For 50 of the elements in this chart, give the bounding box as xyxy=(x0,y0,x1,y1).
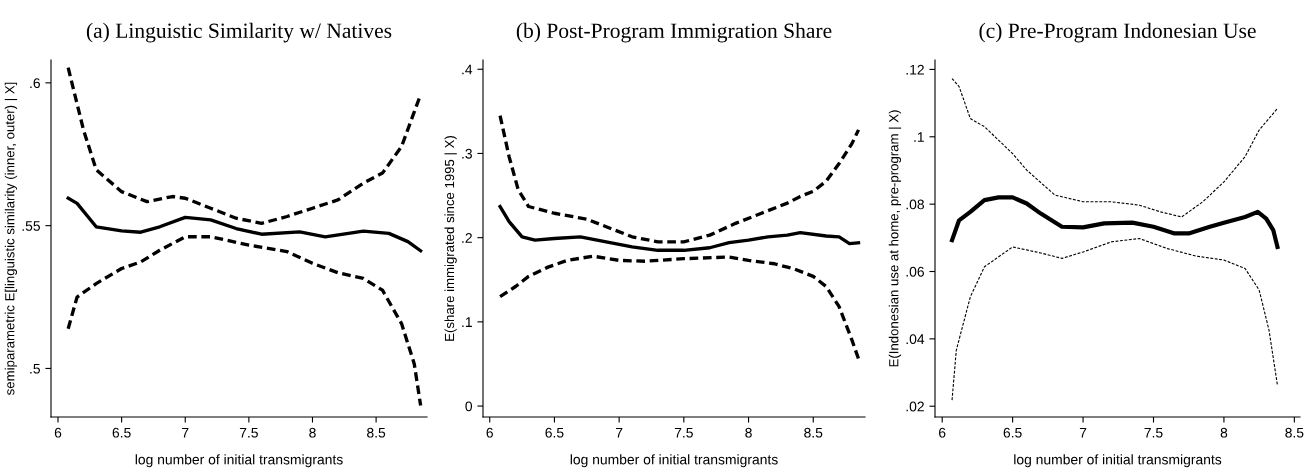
line-series xyxy=(66,66,423,226)
line-series xyxy=(66,196,423,253)
x-tick-label: 8 xyxy=(309,427,316,438)
y-tick-label: .12 xyxy=(906,64,924,75)
x-tick-label: 8 xyxy=(745,427,752,438)
x-axis-title: log number of initial transmigrants xyxy=(1014,454,1222,468)
y-tick-label: .1 xyxy=(462,317,472,327)
x-tick-label: 6 xyxy=(939,427,946,438)
x-tick-label: 8.5 xyxy=(804,427,823,438)
x-tick-label: 6.5 xyxy=(1003,427,1022,438)
chart-title: (a) Linguistic Similarity w/ Natives xyxy=(86,22,392,43)
line-series xyxy=(951,237,1279,401)
x-tick-label: 8.5 xyxy=(367,427,386,438)
x-tick-label: 6.5 xyxy=(545,427,564,438)
x-tick-label: 7.5 xyxy=(239,427,258,438)
y-tick-label: .2 xyxy=(462,232,472,243)
y-tick-label: .1 xyxy=(914,132,924,142)
x-tick-label: 7.5 xyxy=(1144,427,1163,438)
line-series xyxy=(949,195,1280,250)
y-tick-label: .6 xyxy=(30,78,40,89)
x-tick-label: 7 xyxy=(615,427,623,438)
x-tick-label: 6 xyxy=(54,427,62,438)
x-tick-label: 6 xyxy=(486,427,493,438)
y-tick-label: .5 xyxy=(30,363,40,374)
y-tick-label: .3 xyxy=(462,148,472,159)
line-series xyxy=(951,77,1279,218)
x-axis-title: log number of initial transmigrants xyxy=(135,454,343,468)
line-series xyxy=(498,204,861,252)
y-tick-label: 0 xyxy=(465,401,473,412)
x-tick-label: 7.5 xyxy=(674,427,693,438)
x-tick-label: 7 xyxy=(182,427,189,438)
line-series xyxy=(498,254,861,361)
x-axis-title: log number of initial transmigrants xyxy=(570,454,778,468)
line-series xyxy=(66,235,423,408)
x-tick-label: 6.5 xyxy=(112,427,131,438)
y-axis-title: E(Indonesian use at home, pre-program | X) xyxy=(888,110,902,367)
y-tick-label: .55 xyxy=(22,221,40,231)
chart-title: (b) Post-Program Immigration Share xyxy=(516,22,832,43)
y-tick-label: .04 xyxy=(906,334,925,345)
y-tick-label: .08 xyxy=(906,199,924,210)
chart-title: (c) Pre-Program Indonesian Use xyxy=(979,22,1256,43)
x-tick-label: 8 xyxy=(1220,427,1228,438)
line-series xyxy=(498,113,861,244)
x-tick-label: 7 xyxy=(1079,427,1087,438)
y-axis-title: semiparametric E[linguistic similarity (inner, outer) | X] xyxy=(4,82,18,395)
y-tick-label: .4 xyxy=(462,64,473,75)
y-axis-title: E(share immigrated since 1995 | X) xyxy=(444,136,457,341)
y-tick-label: .02 xyxy=(906,401,924,412)
x-tick-label: 8.5 xyxy=(1285,427,1304,438)
y-tick-label: .06 xyxy=(906,266,924,277)
